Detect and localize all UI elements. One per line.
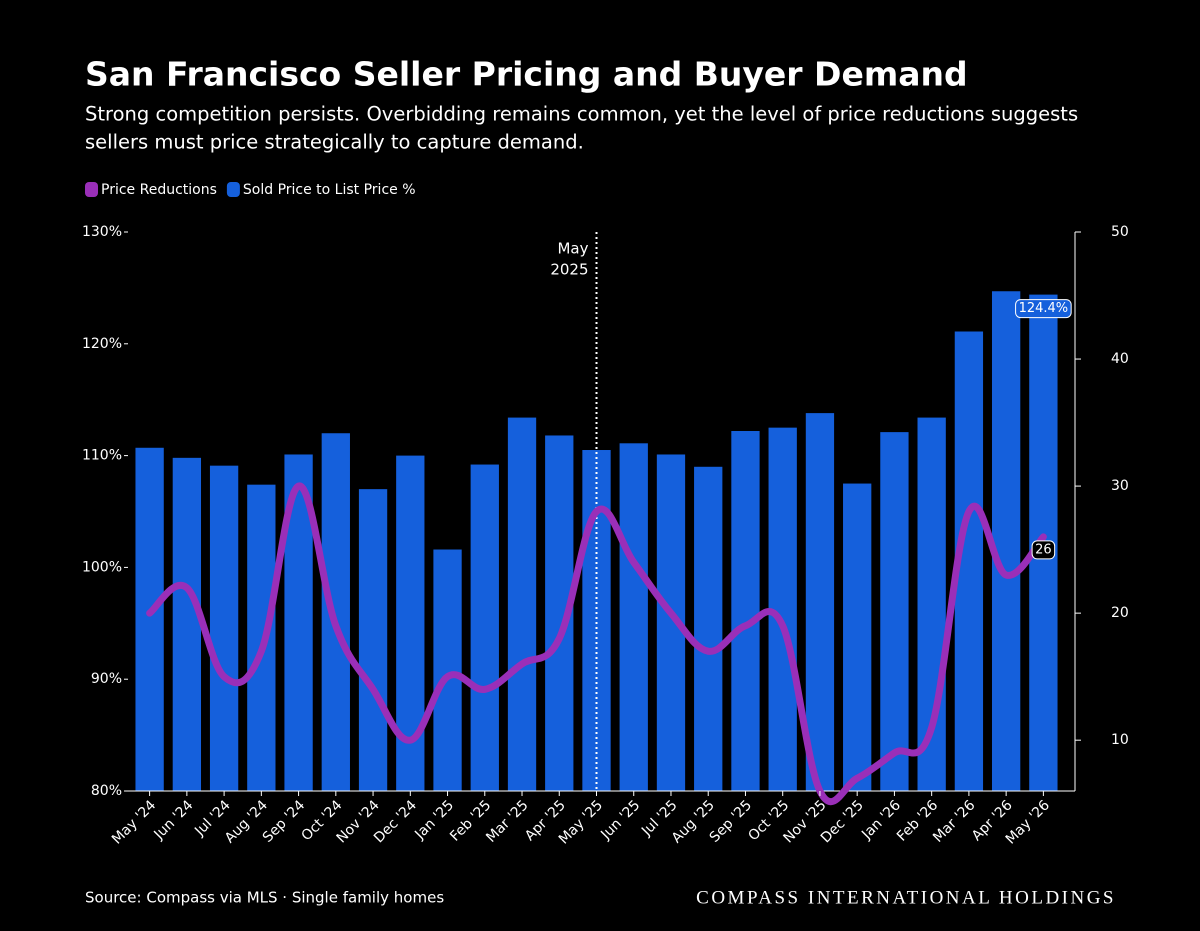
data-label: 124.4%	[1019, 301, 1069, 316]
y-tick-label: 130%	[82, 224, 122, 240]
x-tick-label: Mar '25	[483, 797, 531, 845]
x-tick-label: Mar '26	[930, 797, 979, 846]
bar	[619, 443, 648, 791]
legend-swatch	[226, 182, 240, 197]
x-tick-label: May '24	[109, 797, 159, 847]
bar	[358, 489, 388, 791]
x-tick-label: Sep '25	[707, 797, 755, 845]
legend-swatch	[85, 182, 98, 197]
bar	[507, 417, 537, 791]
y2-tick-label: 50	[1111, 224, 1129, 240]
x-tick-label: Sep '24	[260, 797, 309, 846]
y-tick-label: 120%	[82, 336, 122, 352]
chart-title: San Francisco Seller Pricing and Buyer D…	[85, 55, 968, 94]
y-tick-label: 80%	[91, 783, 122, 799]
bar	[470, 464, 499, 791]
bar	[880, 432, 909, 791]
brand: COMPASS INTERNATIONAL HOLDINGS	[696, 887, 1116, 908]
y2-tick-label: 30	[1111, 478, 1129, 494]
y-tick-label: 90%	[91, 671, 122, 687]
bar	[135, 447, 164, 791]
y2-tick-label: 10	[1111, 732, 1129, 748]
bar	[991, 291, 1021, 791]
y-tick-label: 100%	[82, 559, 122, 575]
source: Source: Compass via MLS · Single family …	[85, 889, 444, 907]
y2-tick-label: 20	[1111, 605, 1129, 621]
bar	[843, 483, 872, 791]
bar	[805, 413, 835, 791]
data-label: 26	[1035, 542, 1052, 557]
y2-tick-label: 40	[1111, 351, 1129, 367]
bar	[731, 431, 760, 791]
subtitle: sellers must price strategically to capt…	[85, 131, 584, 154]
bar	[433, 549, 462, 791]
bar	[209, 465, 239, 791]
bar	[247, 484, 276, 791]
annotation: May	[557, 240, 588, 258]
subtitle: Strong competition persists. Overbidding…	[85, 103, 1078, 126]
bar	[321, 433, 350, 791]
x-tick-label: Jun '24	[151, 797, 197, 843]
bar	[582, 450, 611, 791]
legend-label: Sold Price to List Price %	[243, 182, 416, 198]
annotation: 2025	[550, 261, 588, 279]
label-bg	[1015, 299, 1072, 319]
x-tick-label: Jun '25	[597, 797, 643, 843]
legend-label: Price Reductions	[101, 182, 217, 198]
bar	[694, 466, 723, 791]
label-bg	[1031, 540, 1056, 560]
bar	[172, 457, 202, 791]
line	[146, 482, 1047, 805]
y-tick-label: 110%	[82, 448, 122, 464]
